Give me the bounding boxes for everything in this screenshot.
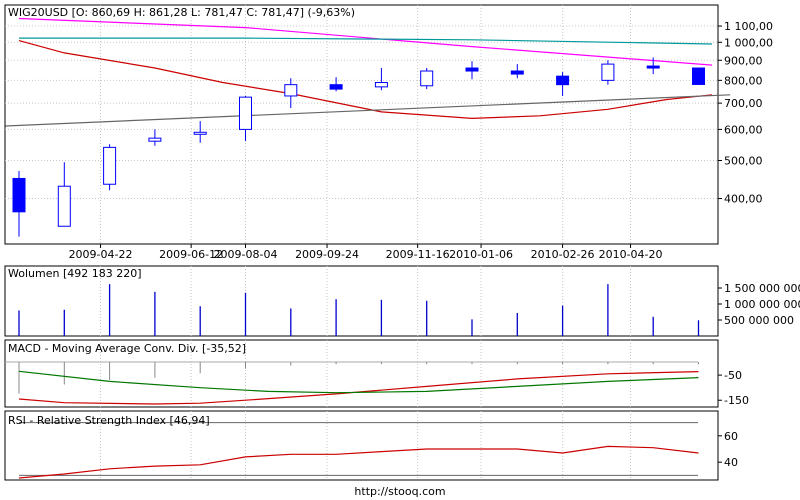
candle [57, 162, 71, 227]
volume-y-tick-label: 500 000 000 [724, 314, 794, 327]
ma_red-line [18, 40, 713, 120]
macd-y-tick-label: -150 [724, 394, 749, 407]
candle [239, 95, 252, 142]
candle-body-down [556, 75, 570, 86]
candle [148, 129, 162, 146]
candle-body-up [57, 185, 71, 227]
candle [692, 67, 705, 85]
rsi-y-tick-label: 60 [724, 430, 738, 443]
candle-body-down [510, 70, 524, 75]
volume-panel-title: Wolumen [492 183 220] [8, 267, 142, 280]
rsi-line [18, 445, 699, 479]
candle-body-down [465, 67, 479, 72]
ma_short-line [18, 17, 713, 66]
x-axis-tick-label: 2010-04-20 [599, 248, 663, 261]
macd-panel-frame [4, 339, 719, 408]
candle-body-up [420, 70, 434, 87]
ma_teal-line [19, 37, 713, 45]
candle [193, 121, 207, 143]
candle [374, 68, 388, 91]
x-axis-tick-label: 2009-04-22 [69, 248, 133, 261]
footer-url[interactable]: http://stooq.com [354, 485, 446, 498]
price-panel-frame [4, 4, 719, 245]
price-y-tick-label: 500,00 [724, 154, 763, 167]
rsi-y-tick-label: 40 [724, 456, 738, 469]
price-y-tick-label: 1 100,00 [724, 20, 773, 33]
candle [284, 78, 298, 109]
trend_gray-line [5, 94, 731, 127]
candle [556, 72, 570, 96]
candle-body-up [374, 81, 388, 88]
candle-body-up [601, 63, 615, 81]
candle-body-up [239, 96, 252, 130]
candle-body-up [103, 146, 117, 185]
macd-y-tick-label: -50 [724, 369, 742, 382]
candle [329, 77, 343, 92]
candle-body-down [12, 177, 26, 213]
candle [646, 57, 660, 75]
candle [601, 60, 615, 85]
price-y-tick-label: 800,00 [724, 74, 763, 87]
price-panel-title: WIG20USD [O: 860,69 H: 861,28 L: 781,47 … [8, 6, 355, 19]
candle-body-down [646, 65, 660, 69]
price-y-tick-label: 600,00 [724, 123, 763, 136]
x-axis-tick-label: 2009-06-12 [159, 248, 223, 261]
candle [510, 64, 524, 79]
candle-body-up [148, 137, 162, 142]
volume-panel-frame [4, 265, 719, 337]
rsi-panel-title: RSI - Relative Strength Index [46,94] [8, 414, 210, 427]
price-y-tick-label: 400,00 [724, 193, 763, 206]
x-axis-tick-label: 2009-11-16 [386, 248, 450, 261]
candle-body-down [692, 67, 705, 85]
signal_line [18, 370, 699, 394]
macd_line [18, 371, 699, 405]
candle [420, 68, 434, 90]
candle-body-up [193, 131, 207, 135]
macd-panel-title: MACD - Moving Average Conv. Div. [-35,52… [8, 342, 246, 355]
x-axis-tick-label: 2010-02-26 [531, 248, 595, 261]
candle [12, 171, 26, 237]
x-axis-tick-label: 2009-09-24 [295, 248, 359, 261]
volume-y-tick-label: 1 000 000 000 [724, 298, 800, 311]
candle-body-up [284, 84, 298, 97]
price-y-tick-label: 700,00 [724, 97, 763, 110]
x-axis-tick-label: 2009-08-04 [214, 248, 278, 261]
volume-y-tick-label: 1 500 000 000 [724, 282, 800, 295]
candle [103, 144, 117, 191]
price-y-tick-label: 1 000,00 [724, 36, 773, 49]
price-y-tick-label: 900,00 [724, 54, 763, 67]
candle-body-down [329, 84, 343, 90]
candle [465, 61, 479, 80]
x-axis-tick-label: 2010-01-06 [449, 248, 513, 261]
